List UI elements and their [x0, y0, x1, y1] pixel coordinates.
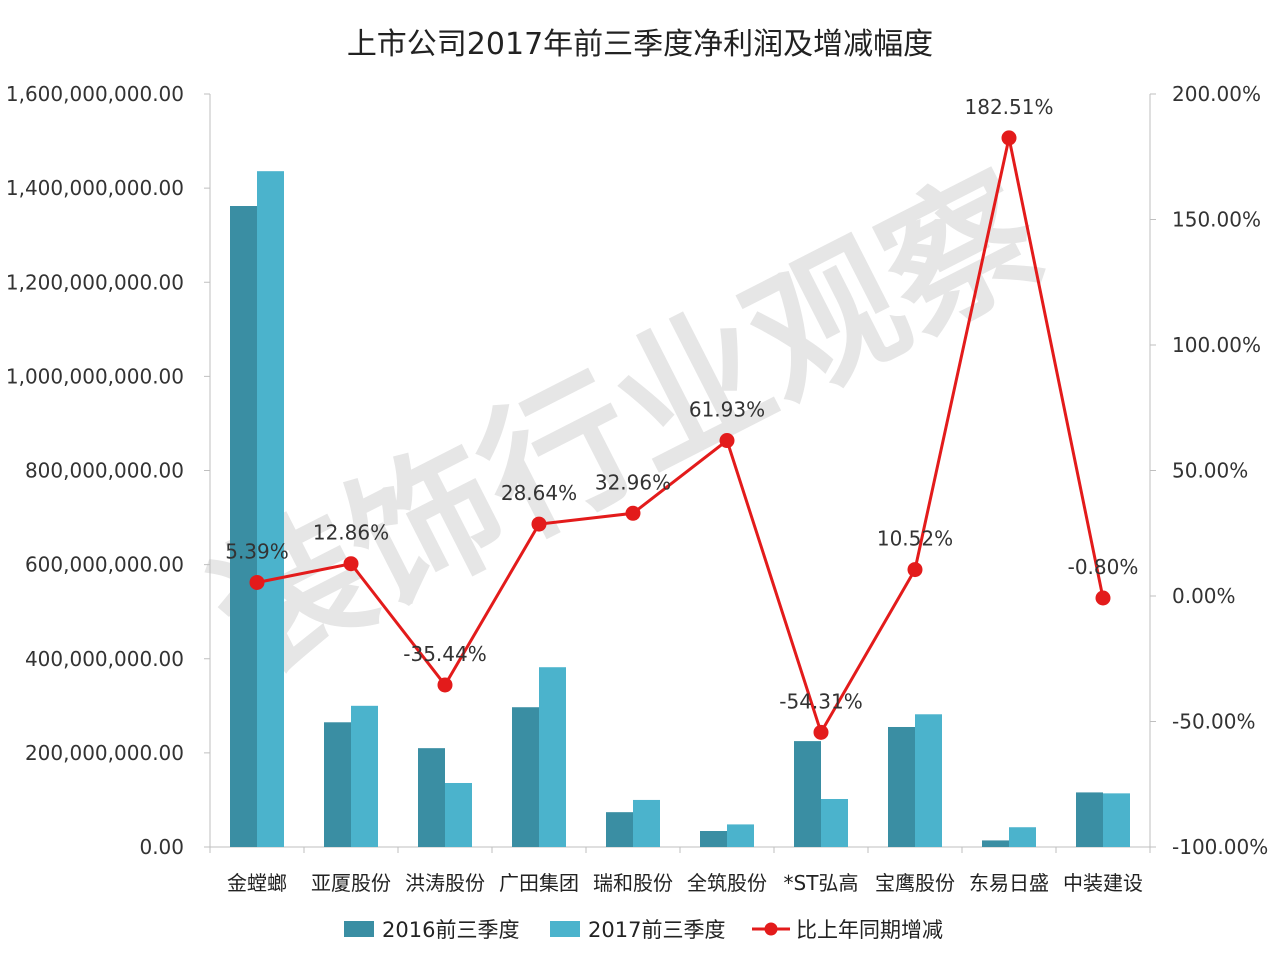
bar-2017: [539, 667, 566, 847]
bar-2017: [257, 171, 284, 847]
growth-data-label: -0.80%: [1068, 555, 1139, 579]
category-label: 亚厦股份: [311, 871, 391, 895]
growth-data-label: -54.31%: [779, 689, 862, 713]
left-tick-label: 200,000,000.00: [25, 741, 184, 765]
growth-point: [1001, 130, 1017, 146]
category-label: 宝鹰股份: [875, 871, 955, 895]
bar-2017: [351, 705, 378, 847]
legend: 2016前三季度 2017前三季度 比上年同期增减: [344, 918, 943, 942]
category-label: 金螳螂: [227, 871, 287, 895]
left-tick-label: 0.00: [139, 835, 184, 859]
bar-2016: [888, 726, 915, 847]
growth-data-label: 28.64%: [501, 481, 577, 505]
growth-point: [531, 516, 547, 532]
bar-2016: [700, 830, 727, 847]
right-tick-label: 100.00%: [1172, 333, 1261, 357]
growth-data-label: 32.96%: [595, 470, 671, 494]
category-label: 广田集团: [499, 871, 579, 895]
bar-2016: [982, 840, 1009, 847]
right-tick-label: -100.00%: [1172, 835, 1268, 859]
growth-point: [343, 556, 359, 572]
bar-2017: [1009, 827, 1036, 847]
left-tick-label: 1,200,000,000.00: [6, 270, 184, 294]
growth-point: [813, 724, 829, 740]
bar-2016: [324, 722, 351, 847]
growth-data-label: 61.93%: [689, 398, 765, 422]
legend-swatch-2016: [344, 921, 374, 937]
bar-2016: [794, 741, 821, 847]
bar-2016: [606, 812, 633, 847]
growth-line: 5.39% 12.86% -35.44% 28.64% 32.96% 61.93% -54.…: [225, 95, 1138, 740]
bar-2017: [727, 824, 754, 847]
watermark: 装饰行业观察: [186, 143, 1067, 707]
left-tick-label: 1,600,000,000.00: [6, 82, 184, 106]
growth-point: [1095, 590, 1111, 606]
legend-label-2016: 2016前三季度: [382, 918, 519, 942]
growth-data-label: 182.51%: [965, 95, 1054, 119]
chart-title: 上市公司2017年前三季度净利润及增减幅度: [347, 27, 933, 62]
growth-data-label: 10.52%: [877, 527, 953, 551]
left-tick-label: 1,000,000,000.00: [6, 364, 184, 388]
legend-swatch-2017: [550, 921, 580, 937]
left-tick-label: 400,000,000.00: [25, 647, 184, 671]
category-label: 全筑股份: [687, 871, 767, 895]
right-tick-label: 0.00%: [1172, 584, 1236, 608]
legend-label-2017: 2017前三季度: [588, 918, 725, 942]
bar-2016: [512, 707, 539, 847]
legend-marker-growth: [764, 922, 778, 936]
growth-polyline: [256, 137, 1105, 736]
bar-2017: [445, 782, 472, 847]
bar-2016: [418, 748, 445, 847]
category-label: 瑞和股份: [593, 871, 673, 895]
growth-data-label: 5.39%: [225, 539, 289, 563]
growth-data-label: 12.86%: [313, 521, 389, 545]
right-tick-label: 200.00%: [1172, 82, 1261, 106]
bar-2016: [1076, 792, 1103, 847]
right-tick-label: 150.00%: [1172, 208, 1261, 232]
bar-2017: [1103, 793, 1130, 847]
category-label: 洪涛股份: [405, 871, 485, 895]
axes: 0.00 200,000,000.00 400,000,000.00 600,000,…: [6, 82, 1268, 895]
right-tick-label: 50.00%: [1172, 459, 1248, 483]
right-tick-label: -50.00%: [1172, 710, 1255, 734]
bars: [230, 171, 1130, 848]
growth-point: [249, 574, 265, 590]
growth-point: [625, 505, 641, 521]
growth-point: [719, 433, 735, 449]
bar-2017: [633, 799, 660, 847]
left-tick-label: 800,000,000.00: [25, 459, 184, 483]
bar-2017: [821, 798, 848, 847]
legend-label-growth: 比上年同期增减: [796, 918, 943, 942]
left-tick-label: 1,400,000,000.00: [6, 176, 184, 200]
left-tick-label: 600,000,000.00: [25, 553, 184, 577]
growth-data-label: -35.44%: [403, 642, 486, 666]
category-label: *ST弘高: [784, 871, 859, 895]
bar-2016: [230, 206, 257, 848]
growth-point: [907, 562, 923, 578]
category-label: 东易日盛: [969, 871, 1049, 895]
bar-2017: [915, 714, 942, 847]
growth-point: [437, 677, 453, 693]
category-label: 中装建设: [1063, 871, 1143, 895]
